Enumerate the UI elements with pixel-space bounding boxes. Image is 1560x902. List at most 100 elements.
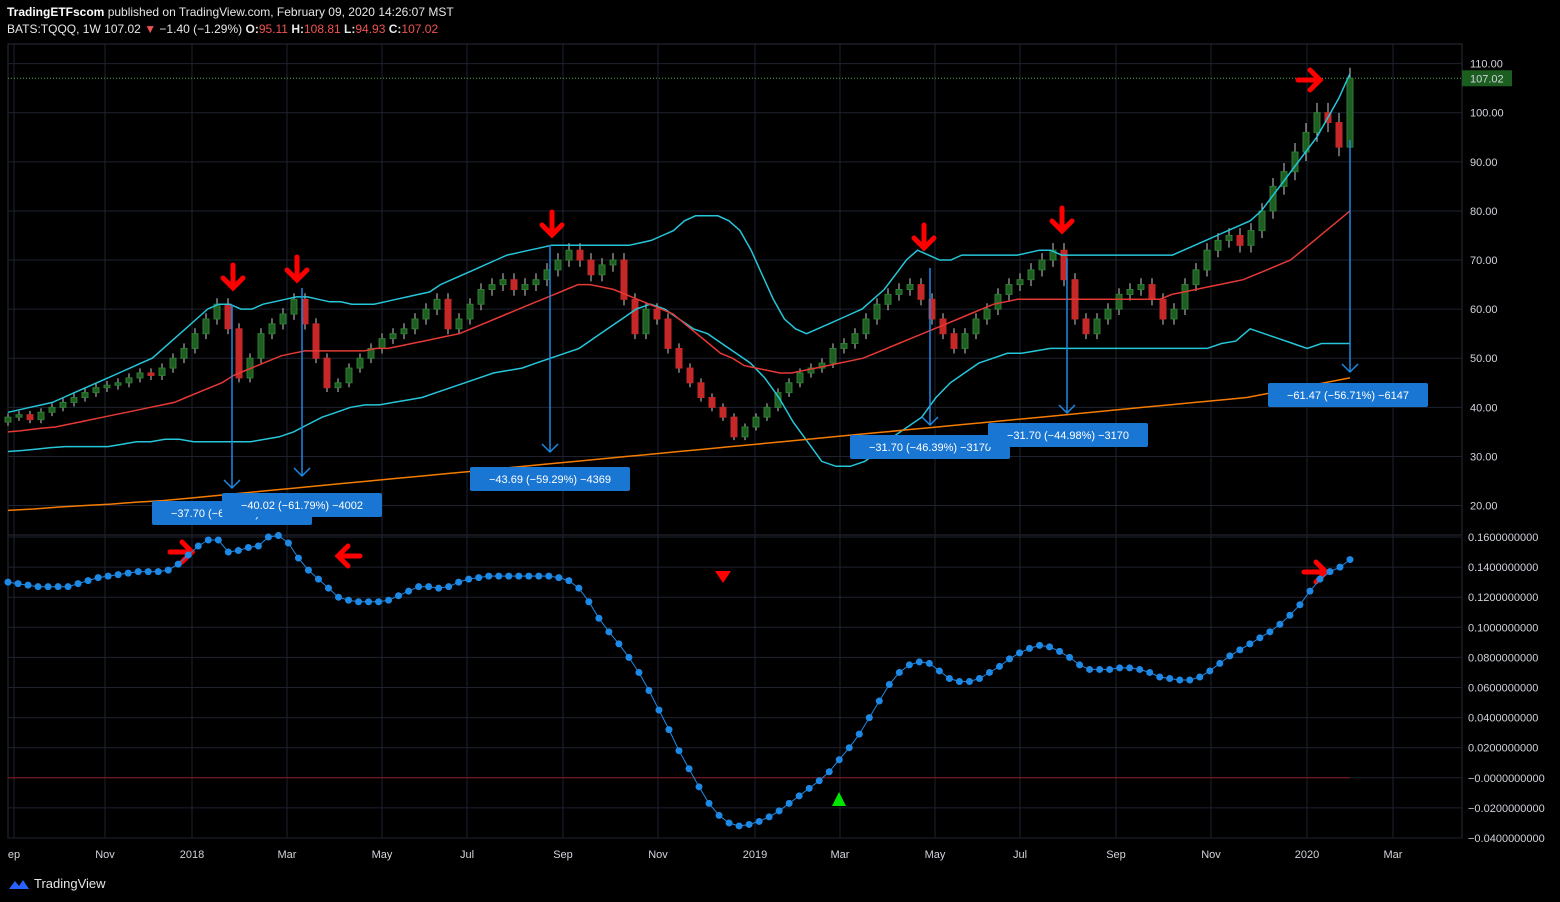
candle-up [851,333,859,345]
measure-label: −31.70 (−44.98%) −3170 [1007,430,1129,442]
candle-down [697,382,705,399]
oscillator-point [415,583,423,591]
oscillator-tick-label: 0.0200000000 [1468,743,1538,755]
y-tick-label: 40.00 [1470,402,1498,414]
candle-down [1148,284,1156,300]
oscillator-point [775,807,783,815]
oscillator-point [1116,664,1124,672]
candle-up [92,387,100,394]
oscillator-point [244,544,252,552]
oscillator-point [1066,653,1074,661]
oscillator-point [855,730,863,738]
long-moving-average-line [7,377,1351,512]
oscillator-point [455,578,463,586]
oscillator-point [1316,575,1324,583]
candle-up [466,303,474,320]
oscillator-point [795,792,803,800]
oscillator-point [34,583,42,591]
y-tick-label: 30.00 [1470,451,1498,463]
oscillator-point [495,572,503,580]
oscillator-point [1146,668,1154,676]
oscillator-point [134,568,142,576]
candle-up [1027,269,1035,281]
candle-up [1346,77,1354,148]
price-change: −1.40 (−1.29%) [159,22,243,36]
oscillator-point [1086,665,1094,673]
oscillator-point [1206,667,1214,675]
low-value: 94.93 [355,22,386,36]
measure-arrowhead-icon [293,467,311,478]
oscillator-point [555,574,563,582]
oscillator-point [184,551,192,559]
symbol-label[interactable]: BATS:TQQQ, 1W [7,22,101,36]
candle-up [796,372,804,384]
oscillator-point [314,575,322,583]
oscillator-point [805,784,813,792]
oscillator-point [975,674,983,682]
oscillator-point [1296,601,1304,609]
candle-up [1005,284,1013,295]
candle-up [1016,279,1024,286]
candle-up [191,333,199,349]
oscillator-point [1226,652,1234,660]
oscillator-point [965,677,973,685]
candle-up [125,377,133,384]
candle-up [81,392,89,399]
oscillator-point [114,571,122,579]
tradingview-logo-icon [9,879,29,889]
oscillator-point [845,744,853,752]
candle-up [983,308,991,320]
oscillator-point [1036,641,1044,649]
oscillator-point [1076,661,1084,669]
oscillator-point [234,547,242,555]
oscillator-point [505,572,513,580]
oscillator-point [334,593,342,601]
tradingview-footer[interactable]: TradingView [8,876,106,891]
red-right-arrow-icon [1295,67,1324,93]
oscillator-point [1046,643,1054,651]
oscillator-point [355,598,363,606]
oscillator-point [995,662,1003,670]
candle-up [378,338,386,349]
oscillator-tick-label: −0.0400000000 [1468,833,1545,845]
oscillator-point [264,533,272,541]
candle-up [906,284,914,290]
candle-up [114,382,122,386]
oscillator-tick-label: 0.1200000000 [1468,592,1538,604]
measure-label: −31.70 (−46.39%) −3170 [869,442,991,454]
main-pane [7,43,1463,536]
oscillator-point [94,574,102,582]
candle-up [521,284,529,290]
candle-up [1104,308,1112,320]
candle-up [829,347,837,364]
red-down-arrow-icon [1049,205,1075,235]
candle-down [675,347,683,369]
oscillator-point [695,783,703,791]
oscillator-point [565,577,573,585]
oscillator-point [304,566,312,574]
oscillator-point [365,598,373,606]
candle-up [48,406,56,413]
oscillator-point [865,714,873,722]
x-tick-label: Sep [1106,849,1126,861]
y-tick-label: 50.00 [1470,353,1498,365]
oscillator-point [465,575,473,583]
candle-up [554,259,562,271]
candle-down [686,367,694,384]
candle-up [433,298,441,310]
x-tick-label: May [372,849,393,861]
y-tick-label: 60.00 [1470,304,1498,316]
x-tick-label: Jul [1013,849,1027,861]
oscillator-point [725,819,733,827]
oscillator-point [284,539,292,547]
oscillator-point [895,668,903,676]
candle-up [1181,284,1189,310]
candle-up [367,347,375,359]
publisher-name[interactable]: TradingETFscom [7,5,105,19]
candle-up [290,298,298,315]
oscillator-point [1346,556,1354,564]
oscillator-tick-label: 0.1400000000 [1468,562,1538,574]
candle-up [862,318,870,335]
measure-arrowhead-icon [541,443,559,454]
